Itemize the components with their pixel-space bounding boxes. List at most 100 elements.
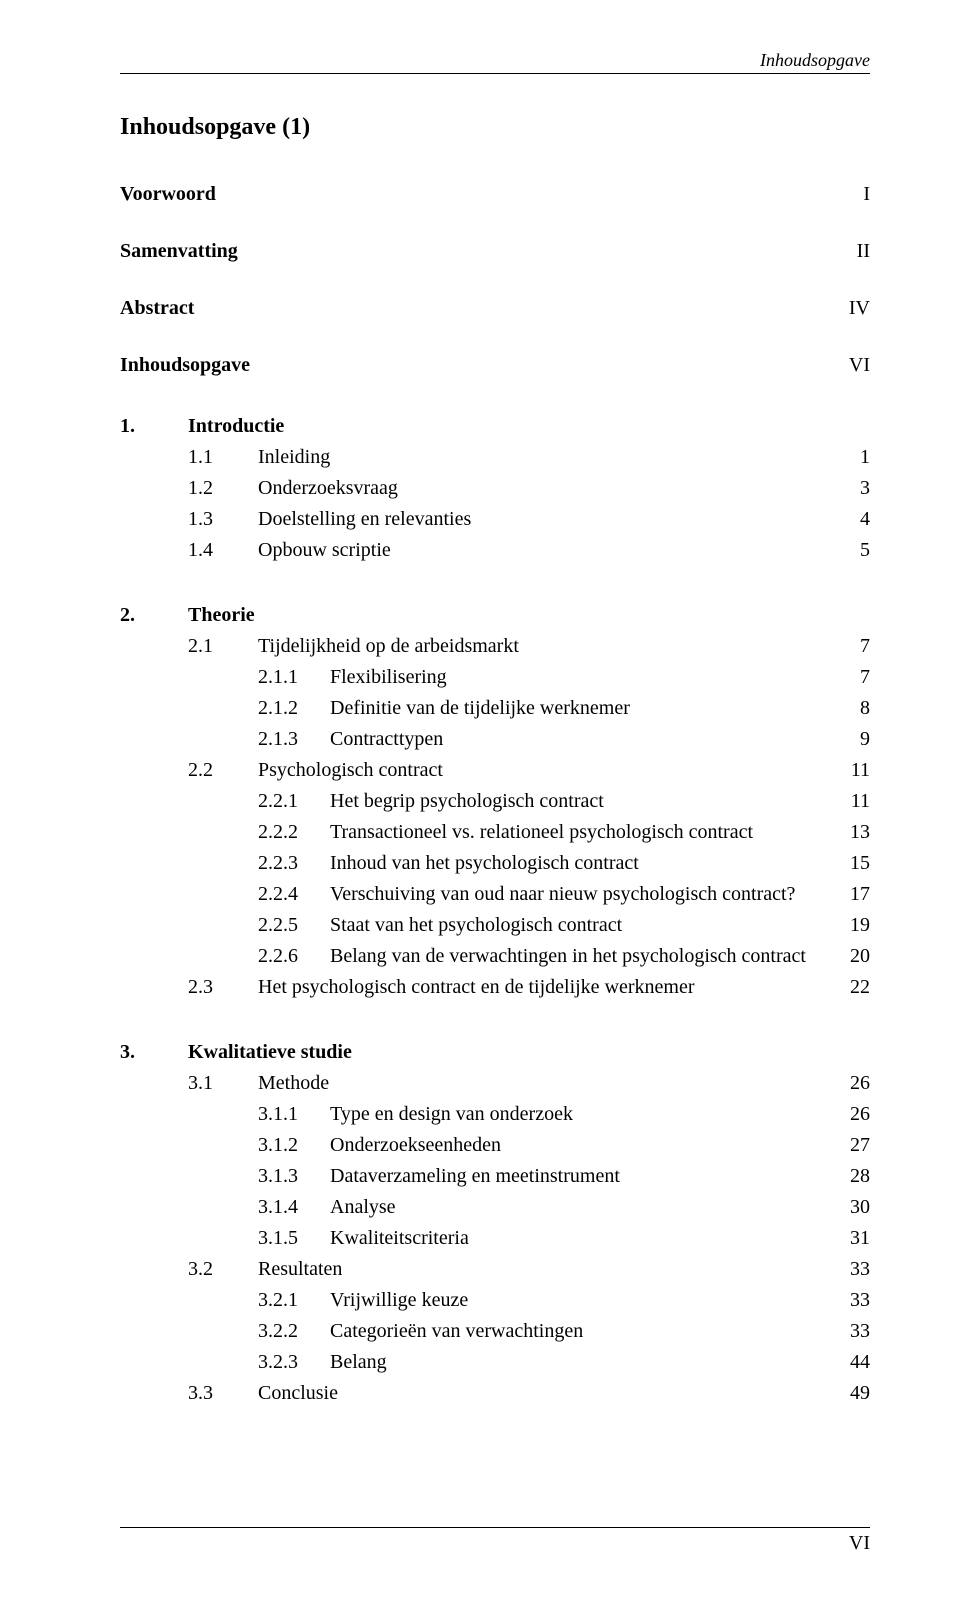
subsub-num: 2.2.1 [258,786,330,817]
section-heading: 3. Kwalitatieve studie [120,1037,870,1068]
toc-subsub: 2.2.6 Belang van de verwachtingen in het… [120,941,870,972]
section-num: 1. [120,411,188,442]
front-row: Voorwoord I [120,183,870,206]
section-title: Theorie [188,600,826,631]
sub-label: Inleiding [258,442,826,473]
subsub-page: 27 [826,1130,870,1161]
toc-sub: 1.2 Onderzoeksvraag 3 [120,473,870,504]
page-title: Inhoudsopgave (1) [120,114,870,141]
toc-section: 2. Theorie 2.1 Tijdelijkheid op de arbei… [120,600,870,1003]
subsub-page: 20 [826,941,870,972]
subsub-label: Het begrip psychologisch contract [330,786,826,817]
subsub-label: Categorieën van verwachtingen [330,1316,826,1347]
subsub-num: 3.2.1 [258,1285,330,1316]
subsub-num: 3.1.4 [258,1192,330,1223]
page-footer: VI [120,1527,870,1555]
toc-sub: 2.1 Tijdelijkheid op de arbeidsmarkt 7 [120,631,870,662]
toc-sub: 1.3 Doelstelling en relevanties 4 [120,504,870,535]
subsub-label: Staat van het psychologisch contract [330,910,826,941]
front-page: II [857,240,870,263]
front-page: VI [849,354,870,377]
subsub-num: 2.2.4 [258,879,330,910]
sub-num: 3.2 [188,1254,258,1285]
sub-label: Het psychologisch contract en de tijdeli… [258,972,826,1003]
subsub-page: 33 [826,1316,870,1347]
toc-section: 1. Introductie 1.1 Inleiding 1 1.2 Onder… [120,411,870,566]
subsub-num: 3.1.2 [258,1130,330,1161]
subsub-page: 33 [826,1285,870,1316]
sub-label: Conclusie [258,1378,826,1409]
front-row: Inhoudsopgave VI [120,354,870,377]
front-label: Samenvatting [120,240,238,263]
subsub-label: Verschuiving van oud naar nieuw psycholo… [330,879,826,910]
subsub-num: 3.1.5 [258,1223,330,1254]
subsub-page: 30 [826,1192,870,1223]
toc-subsub: 2.1.2 Definitie van de tijdelijke werkne… [120,693,870,724]
toc-subsub: 3.1.1 Type en design van onderzoek 26 [120,1099,870,1130]
subsub-num: 2.1.3 [258,724,330,755]
toc-sub: 1.1 Inleiding 1 [120,442,870,473]
subsub-label: Type en design van onderzoek [330,1099,826,1130]
sub-label: Onderzoeksvraag [258,473,826,504]
toc-subsub: 3.1.2 Onderzoekseenheden 27 [120,1130,870,1161]
subsub-page: 26 [826,1099,870,1130]
subsub-num: 2.2.5 [258,910,330,941]
subsub-page: 44 [826,1347,870,1378]
subsub-label: Belang [330,1347,826,1378]
sub-page: 26 [826,1068,870,1099]
sub-num: 2.2 [188,755,258,786]
toc-sub: 1.4 Opbouw scriptie 5 [120,535,870,566]
sub-num: 3.3 [188,1378,258,1409]
subsub-label: Transactioneel vs. relationeel psycholog… [330,817,826,848]
section-heading: 2. Theorie [120,600,870,631]
sub-page: 7 [826,631,870,662]
toc-sub: 3.3 Conclusie 49 [120,1378,870,1409]
sub-label: Resultaten [258,1254,826,1285]
sub-label: Methode [258,1068,826,1099]
subsub-num: 3.1.1 [258,1099,330,1130]
subsub-num: 2.1.2 [258,693,330,724]
front-page: I [863,183,870,206]
sub-page: 49 [826,1378,870,1409]
subsub-label: Dataverzameling en meetinstrument [330,1161,826,1192]
toc-subsub: 2.2.3 Inhoud van het psychologisch contr… [120,848,870,879]
section-heading: 1. Introductie [120,411,870,442]
running-head: Inhoudsopgave [120,50,870,74]
sub-num: 1.3 [188,504,258,535]
toc-subsub: 2.2.4 Verschuiving van oud naar nieuw ps… [120,879,870,910]
toc-subsub: 3.1.3 Dataverzameling en meetinstrument … [120,1161,870,1192]
sub-num: 2.3 [188,972,258,1003]
toc-subsub: 2.2.1 Het begrip psychologisch contract … [120,786,870,817]
front-page: IV [849,297,870,320]
subsub-page: 13 [826,817,870,848]
front-label: Abstract [120,297,194,320]
subsub-num: 2.2.3 [258,848,330,879]
toc-subsub: 3.1.5 Kwaliteitscriteria 31 [120,1223,870,1254]
subsub-num: 3.2.2 [258,1316,330,1347]
subsub-label: Vrijwillige keuze [330,1285,826,1316]
section-title: Introductie [188,411,826,442]
toc-subsub: 2.2.2 Transactioneel vs. relationeel psy… [120,817,870,848]
toc-sub: 2.2 Psychologisch contract 11 [120,755,870,786]
front-matter: Voorwoord I Samenvatting II Abstract IV … [120,183,870,377]
subsub-page: 11 [826,786,870,817]
subsub-label: Analyse [330,1192,826,1223]
sub-num: 1.1 [188,442,258,473]
subsub-label: Inhoud van het psychologisch contract [330,848,826,879]
sub-label: Doelstelling en relevanties [258,504,826,535]
front-label: Voorwoord [120,183,216,206]
toc-sub: 3.1 Methode 26 [120,1068,870,1099]
subsub-page: 8 [826,693,870,724]
toc-subsub: 2.2.5 Staat van het psychologisch contra… [120,910,870,941]
toc-sub: 3.2 Resultaten 33 [120,1254,870,1285]
sub-page: 3 [826,473,870,504]
subsub-label: Kwaliteitscriteria [330,1223,826,1254]
subsub-label: Flexibilisering [330,662,826,693]
sub-num: 3.1 [188,1068,258,1099]
subsub-label: Contracttypen [330,724,826,755]
sub-page: 4 [826,504,870,535]
section-num: 2. [120,600,188,631]
toc-sub: 2.3 Het psychologisch contract en de tij… [120,972,870,1003]
sub-num: 2.1 [188,631,258,662]
sub-page: 11 [826,755,870,786]
